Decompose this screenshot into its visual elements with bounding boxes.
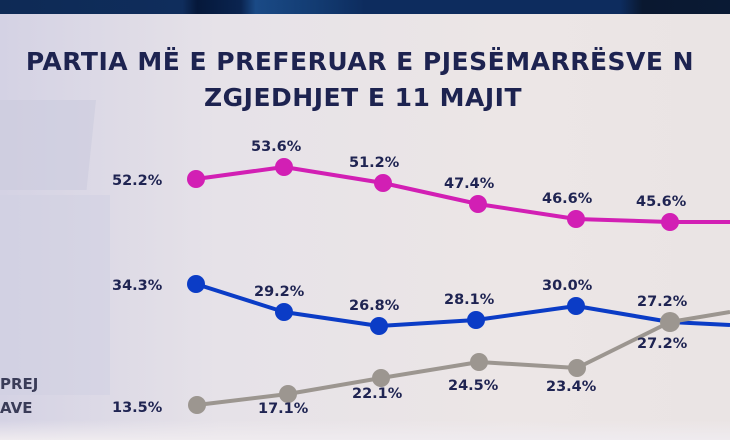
data-point bbox=[470, 353, 488, 371]
data-label: 34.3% bbox=[112, 278, 163, 294]
data-label: 52.2% bbox=[112, 173, 163, 189]
data-point bbox=[660, 312, 680, 332]
data-label: 13.5% bbox=[112, 400, 163, 416]
data-point bbox=[374, 174, 392, 192]
data-point bbox=[567, 210, 585, 228]
legend-line2: AVE bbox=[0, 399, 33, 417]
data-point bbox=[661, 213, 679, 231]
data-label: 45.6% bbox=[636, 194, 687, 210]
data-point bbox=[188, 396, 206, 414]
data-point bbox=[275, 303, 293, 321]
data-point bbox=[469, 195, 487, 213]
data-label: 27.2% bbox=[637, 294, 688, 310]
data-label: 17.1% bbox=[258, 401, 309, 417]
data-label: 22.1% bbox=[352, 386, 403, 402]
data-label: 28.1% bbox=[444, 292, 495, 308]
data-point bbox=[187, 275, 205, 293]
data-point bbox=[279, 385, 297, 403]
data-point bbox=[372, 369, 390, 387]
data-point bbox=[467, 311, 485, 329]
data-point bbox=[187, 170, 205, 188]
series-gray-points bbox=[188, 312, 680, 414]
data-label: 29.2% bbox=[254, 284, 305, 300]
chart-title: PARTIA MË E PREFERUAR E PJESËMARRËSVE N … bbox=[0, 44, 730, 116]
chart-title-line1: PARTIA MË E PREFERUAR E PJESËMARRËSVE N bbox=[25, 47, 695, 76]
data-label: 47.4% bbox=[444, 176, 495, 192]
data-label: 51.2% bbox=[349, 155, 400, 171]
background-panel bbox=[0, 195, 110, 395]
data-label: 26.8% bbox=[349, 298, 400, 314]
background-sheen bbox=[0, 420, 730, 440]
data-label: 46.6% bbox=[542, 191, 593, 207]
data-label: 53.6% bbox=[251, 139, 302, 155]
data-point bbox=[370, 317, 388, 335]
legend-line1: PREJ bbox=[0, 375, 39, 393]
data-point bbox=[275, 158, 293, 176]
series-magenta-points bbox=[187, 158, 679, 231]
data-label: 27.2% bbox=[637, 336, 688, 352]
series-blue-points bbox=[187, 275, 585, 335]
legend-fragment: PREJ AVE bbox=[0, 372, 38, 420]
data-label: 23.4% bbox=[546, 379, 597, 395]
data-label: 30.0% bbox=[542, 278, 593, 294]
chart-title-line2: ZGJEDHJET E 11 MAJIT bbox=[204, 83, 522, 112]
top-banner-strip bbox=[0, 0, 730, 14]
data-label: 24.5% bbox=[448, 378, 499, 394]
data-point bbox=[568, 359, 586, 377]
data-point bbox=[567, 297, 585, 315]
